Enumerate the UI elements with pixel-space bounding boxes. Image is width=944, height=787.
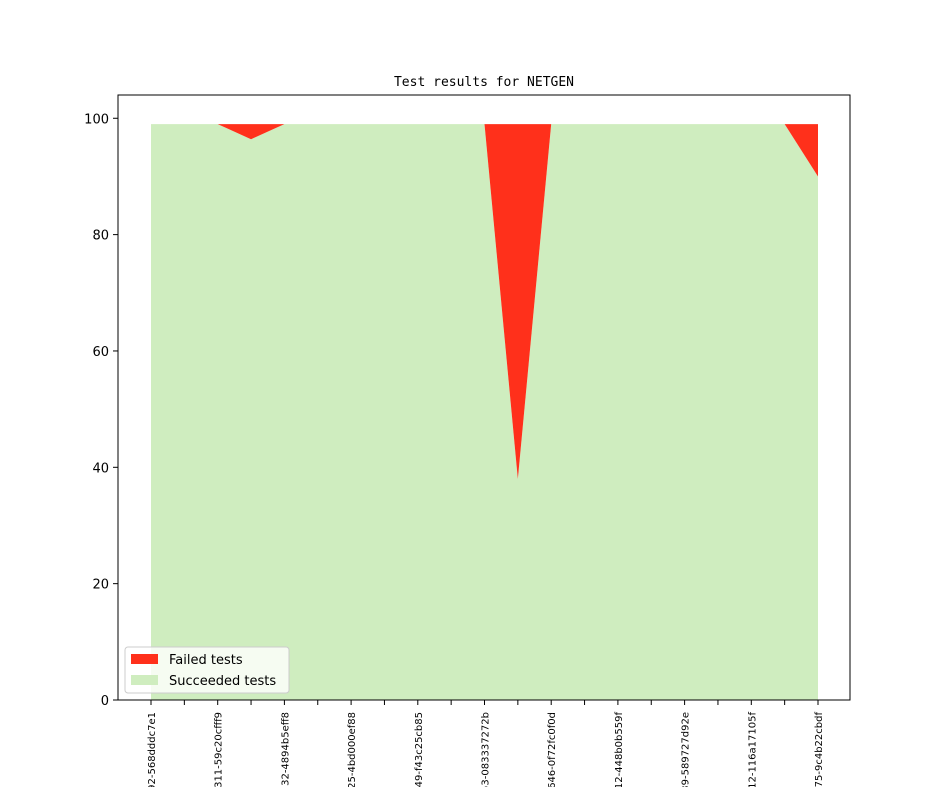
x-tick-label: 25-4bd000ef88 [347,712,358,787]
x-tick-label: 646-0f72fc0f0d [547,712,558,787]
chart-title: Test results for NETGEN [394,75,574,90]
x-tick-label: 311-59c20cfff9 [214,712,225,787]
y-tick-label: 20 [92,578,109,593]
legend-label-failed: Failed tests [169,653,243,668]
x-axis: 92-568dddc7e1 311-59c20cfff9 32-4894b5eff8… [147,700,825,787]
x-tick-label-text: 92-568dddc7e1 [147,712,158,787]
x-tick-label: 32-4894b5eff8 [280,712,291,786]
x-tick-label-text: 49-f43c25cb85 [414,712,425,787]
x-tick-label: 12-116a17105f [747,712,758,787]
x-tick-label: 39-589727d92e [681,712,692,787]
y-tick-label: 0 [101,694,109,709]
x-tick-label-text: 32-4894b5eff8 [280,712,291,786]
x-tick-label: 49-f43c25cb85 [414,712,425,787]
plot-area [151,124,818,700]
y-tick-label: 40 [92,461,109,476]
legend: Failed tests Succeeded tests [124,646,290,694]
legend-box [124,646,290,694]
y-tick-label: 60 [92,345,109,360]
x-tick-label: 75-9c4b22cbdf [814,712,825,787]
x-tick-label-text: 39-589727d92e [681,712,692,787]
x-tick-label: 92-568dddc7e1 [147,712,158,787]
y-tick-label: 80 [92,229,109,244]
x-tick-label-text: 75-9c4b22cbdf [814,712,825,787]
x-tick-label: 12-448b0b559f [614,712,625,787]
legend-label-succeeded: Succeeded tests [169,674,276,689]
x-tick-label: 53-083337272b [481,712,492,787]
legend-swatch-failed [131,654,158,664]
x-tick-label-text: 311-59c20cfff9 [214,712,225,787]
y-tick-label: 100 [84,112,109,127]
x-tick-label-text: 25-4bd000ef88 [347,712,358,787]
x-tick-label-text: 53-083337272b [481,712,492,787]
x-tick-label-text: 12-116a17105f [747,712,758,787]
area-succeeded-tests [151,124,818,700]
x-tick-label-text: 646-0f72fc0f0d [547,712,558,787]
y-axis: 0 20 40 60 80 100 [84,112,118,709]
x-tick-label-text: 12-448b0b559f [614,712,625,787]
legend-swatch-succeeded [131,675,158,685]
